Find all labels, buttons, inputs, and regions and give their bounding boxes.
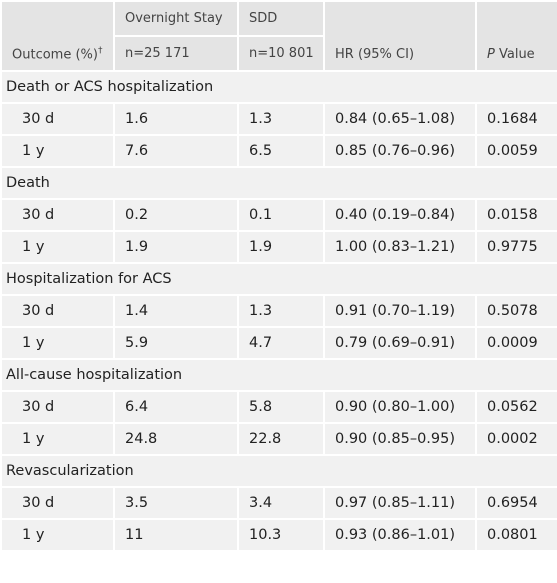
row-label: 30 d (0, 486, 115, 520)
cell: 1.3 (237, 102, 325, 136)
cell: 0.2 (113, 198, 239, 232)
outcome-text: Outcome (%) (12, 47, 98, 62)
section-row: Death or ACS hospitalization (0, 70, 557, 104)
section-title: All-cause hospitalization (0, 358, 557, 392)
cell: 0.91 (0.70–1.19) (323, 294, 477, 328)
p-rest: Value (494, 47, 535, 62)
cell: 0.6954 (475, 486, 557, 520)
cell: 1.9 (113, 230, 239, 264)
cell: 6.5 (237, 134, 325, 168)
data-row: 30 d 0.2 0.1 0.40 (0.19–0.84) 0.0158 (0, 198, 557, 232)
section-row: Hospitalization for ACS (0, 262, 557, 296)
data-row: 30 d 3.5 3.4 0.97 (0.85–1.11) 0.6954 (0, 486, 557, 520)
cell: 6.4 (113, 390, 239, 424)
row-label: 30 d (0, 390, 115, 424)
p-italic: P (487, 47, 495, 62)
hr-header: HR (95% CI) (323, 0, 477, 72)
data-row: 30 d 1.4 1.3 0.91 (0.70–1.19) 0.5078 (0, 294, 557, 328)
data-row: 1 y 5.9 4.7 0.79 (0.69–0.91) 0.0009 (0, 326, 557, 360)
cell: 0.0059 (475, 134, 557, 168)
row-label: 30 d (0, 294, 115, 328)
cell: 0.5078 (475, 294, 557, 328)
section-title: Death (0, 166, 557, 200)
cell: 5.8 (237, 390, 325, 424)
results-table: Outcome (%)† Overnight Stay SDD HR (95% … (0, 0, 557, 552)
cell: 1.6 (113, 102, 239, 136)
table-header: Outcome (%)† Overnight Stay SDD HR (95% … (0, 0, 557, 72)
row-label: 1 y (0, 518, 115, 552)
cell: 0.9775 (475, 230, 557, 264)
cell: 22.8 (237, 422, 325, 456)
data-row: 1 y 7.6 6.5 0.85 (0.76–0.96) 0.0059 (0, 134, 557, 168)
data-row: 1 y 1.9 1.9 1.00 (0.83–1.21) 0.9775 (0, 230, 557, 264)
section-row: Death (0, 166, 557, 200)
data-row: 1 y 24.8 22.8 0.90 (0.85–0.95) 0.0002 (0, 422, 557, 456)
cell: 0.90 (0.85–0.95) (323, 422, 477, 456)
group-header: SDD (237, 0, 325, 37)
cell: 1.9 (237, 230, 325, 264)
cell: 0.1 (237, 198, 325, 232)
section-title: Revascularization (0, 454, 557, 488)
row-label: 30 d (0, 102, 115, 136)
outcome-header: Outcome (%)† (0, 0, 115, 72)
count-header: n=10 801 (237, 35, 325, 72)
cell: 1.4 (113, 294, 239, 328)
row-label: 1 y (0, 326, 115, 360)
cell: 0.79 (0.69–0.91) (323, 326, 477, 360)
dagger: † (97, 45, 103, 56)
cell: 0.40 (0.19–0.84) (323, 198, 477, 232)
data-row: 1 y 11 10.3 0.93 (0.86–1.01) 0.0801 (0, 518, 557, 552)
count-header: n=25 171 (113, 35, 239, 72)
cell: 10.3 (237, 518, 325, 552)
section-row: Revascularization (0, 454, 557, 488)
cell: 0.1684 (475, 102, 557, 136)
cell: 0.85 (0.76–0.96) (323, 134, 477, 168)
cell: 0.0562 (475, 390, 557, 424)
table-body: Death or ACS hospitalization 30 d 1.6 1.3 0.… (0, 70, 557, 552)
cell: 4.7 (237, 326, 325, 360)
row-label: 1 y (0, 422, 115, 456)
group-header: Overnight Stay (113, 0, 239, 37)
p-header: P Value (475, 0, 557, 72)
section-row: All-cause hospitalization (0, 358, 557, 392)
row-label: 30 d (0, 198, 115, 232)
cell: 3.5 (113, 486, 239, 520)
cell: 0.0009 (475, 326, 557, 360)
cell: 0.0158 (475, 198, 557, 232)
cell: 0.0002 (475, 422, 557, 456)
row-label: 1 y (0, 230, 115, 264)
cell: 5.9 (113, 326, 239, 360)
data-row: 30 d 6.4 5.8 0.90 (0.80–1.00) 0.0562 (0, 390, 557, 424)
section-title: Death or ACS hospitalization (0, 70, 557, 104)
cell: 0.84 (0.65–1.08) (323, 102, 477, 136)
cell: 24.8 (113, 422, 239, 456)
cell: 3.4 (237, 486, 325, 520)
row-label: 1 y (0, 134, 115, 168)
cell: 7.6 (113, 134, 239, 168)
cell: 0.90 (0.80–1.00) (323, 390, 477, 424)
data-row: 30 d 1.6 1.3 0.84 (0.65–1.08) 0.1684 (0, 102, 557, 136)
section-title: Hospitalization for ACS (0, 262, 557, 296)
cell: 0.93 (0.86–1.01) (323, 518, 477, 552)
cell: 1.00 (0.83–1.21) (323, 230, 477, 264)
cell: 11 (113, 518, 239, 552)
cell: 0.97 (0.85–1.11) (323, 486, 477, 520)
cell: 1.3 (237, 294, 325, 328)
cell: 0.0801 (475, 518, 557, 552)
